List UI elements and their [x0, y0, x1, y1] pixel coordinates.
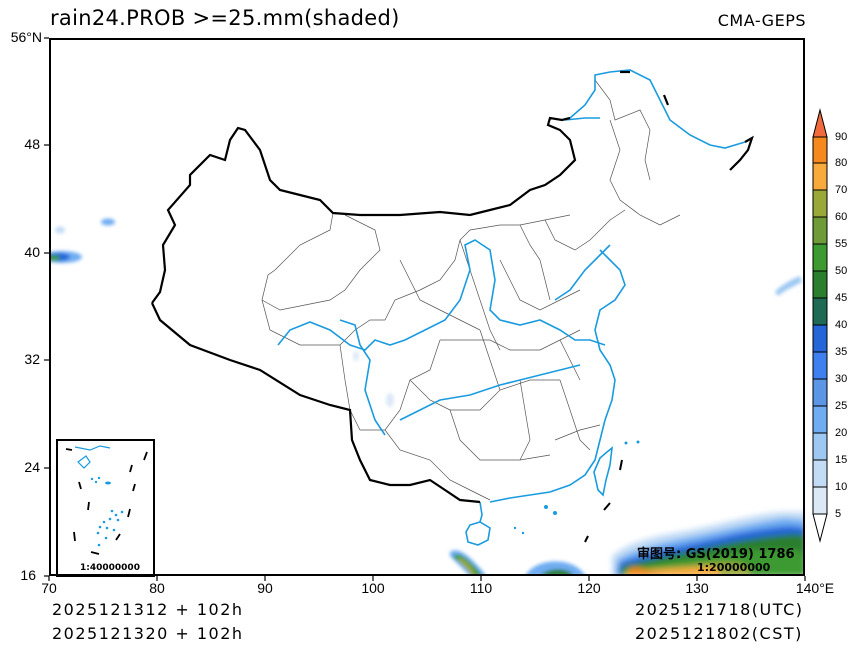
x-tick-80: 80 — [149, 580, 165, 596]
province-boundaries — [261, 79, 681, 501]
plot-frame — [49, 38, 805, 576]
cbar-label-25: 25 — [835, 400, 848, 412]
main-map-scale: 1:20000000 — [697, 561, 771, 574]
y-tick-32: 32 — [24, 351, 40, 367]
inset-map — [56, 439, 155, 577]
cbar-label-40: 40 — [835, 319, 848, 331]
y-tick-40: 40 — [24, 244, 40, 260]
valid-time-utc: 2025121718(UTC) — [635, 600, 804, 619]
cbar-label-5: 5 — [835, 508, 842, 520]
x-tick-90: 90 — [257, 580, 273, 596]
islands — [513, 440, 640, 535]
cbar-label-80: 80 — [835, 157, 848, 169]
x-tick-130: 130 — [685, 580, 709, 596]
cbar-label-60: 60 — [835, 211, 848, 223]
east-band — [612, 512, 804, 575]
cbar-label-35: 35 — [835, 346, 848, 358]
cbar-label-10: 10 — [835, 481, 848, 493]
cbar-label-20: 20 — [835, 427, 848, 439]
japan-sea-streak — [775, 276, 802, 296]
init-time-cst: 2025121320 + 102h — [52, 624, 244, 643]
map-approval-number: 审图号: GS(2019) 1786 — [637, 547, 795, 562]
nine-dash-line — [584, 459, 623, 543]
west-edge-patch — [50, 218, 115, 263]
cbar-label-55: 55 — [835, 238, 848, 250]
y-tick-24: 24 — [24, 459, 40, 475]
init-time-utc: 2025121312 + 102h — [52, 600, 244, 619]
cbar-label-70: 70 — [835, 184, 848, 196]
x-tick-140: 140°E — [795, 580, 835, 596]
cbar-label-30: 30 — [835, 373, 848, 385]
axis-ticks — [44, 37, 806, 581]
x-tick-120: 120 — [577, 580, 601, 596]
precip-probability-shading — [50, 218, 804, 575]
coastline-and-rivers — [277, 69, 746, 546]
cbar-label-90: 90 — [835, 131, 848, 143]
model-source-label: CMA-GEPS — [717, 11, 806, 30]
scs-mid-patch — [525, 561, 586, 575]
inset-map-scale: 1:40000000 — [80, 563, 140, 573]
y-tick-48: 48 — [24, 136, 40, 152]
valid-time-cst: 2025121802(CST) — [635, 624, 803, 643]
cbar-label-45: 45 — [835, 292, 848, 304]
cbar-label-15: 15 — [835, 454, 848, 466]
y-tick-16: 16 — [20, 567, 36, 583]
x-tick-110: 110 — [469, 580, 493, 596]
chart-title: rain24.PROB >=25.mm(shaded) — [50, 6, 400, 30]
colorbar — [812, 108, 828, 543]
x-tick-70: 70 — [41, 580, 57, 596]
cbar-label-50: 50 — [835, 265, 848, 277]
national-border — [151, 70, 754, 504]
scs-west-band — [450, 550, 486, 575]
y-tick-56: 56°N — [10, 29, 42, 45]
x-tick-100: 100 — [361, 580, 385, 596]
